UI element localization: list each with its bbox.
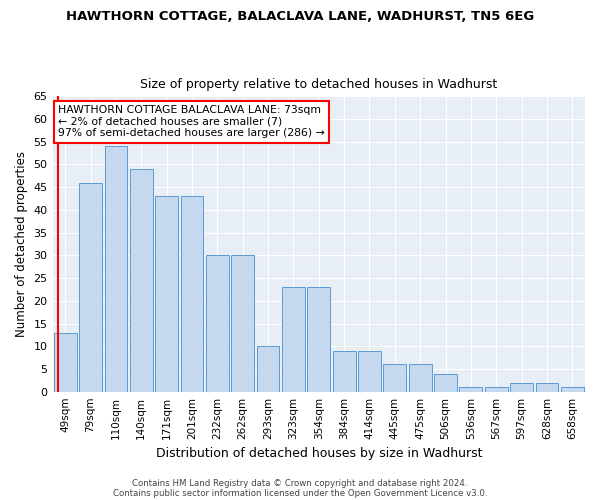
Bar xyxy=(333,351,356,392)
Bar xyxy=(181,196,203,392)
Bar xyxy=(282,287,305,392)
Bar xyxy=(54,332,77,392)
Bar xyxy=(155,196,178,392)
Bar xyxy=(434,374,457,392)
Bar xyxy=(383,364,406,392)
Bar xyxy=(79,182,102,392)
Y-axis label: Number of detached properties: Number of detached properties xyxy=(15,151,28,337)
Bar xyxy=(510,382,533,392)
X-axis label: Distribution of detached houses by size in Wadhurst: Distribution of detached houses by size … xyxy=(155,447,482,460)
Text: Contains HM Land Registry data © Crown copyright and database right 2024.: Contains HM Land Registry data © Crown c… xyxy=(132,478,468,488)
Bar xyxy=(485,387,508,392)
Bar xyxy=(536,382,559,392)
Bar xyxy=(104,146,127,392)
Title: Size of property relative to detached houses in Wadhurst: Size of property relative to detached ho… xyxy=(140,78,497,91)
Text: HAWTHORN COTTAGE BALACLAVA LANE: 73sqm
← 2% of detached houses are smaller (7)
9: HAWTHORN COTTAGE BALACLAVA LANE: 73sqm ←… xyxy=(58,105,325,138)
Text: Contains public sector information licensed under the Open Government Licence v3: Contains public sector information licen… xyxy=(113,488,487,498)
Bar xyxy=(561,387,584,392)
Bar xyxy=(358,351,381,392)
Bar xyxy=(307,287,330,392)
Bar xyxy=(257,346,280,392)
Bar xyxy=(460,387,482,392)
Bar xyxy=(231,256,254,392)
Bar xyxy=(130,169,152,392)
Text: HAWTHORN COTTAGE, BALACLAVA LANE, WADHURST, TN5 6EG: HAWTHORN COTTAGE, BALACLAVA LANE, WADHUR… xyxy=(66,10,534,23)
Bar xyxy=(206,256,229,392)
Bar xyxy=(409,364,431,392)
